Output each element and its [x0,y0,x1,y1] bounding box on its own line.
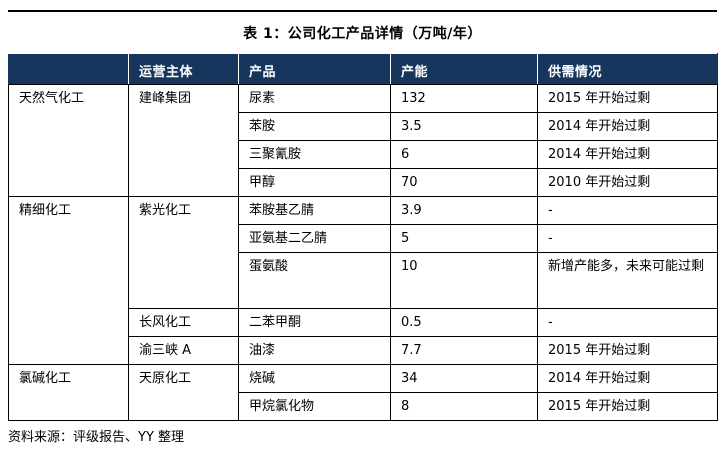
table-title: 表 1：公司化工产品详情（万吨/年） [243,26,482,42]
table-row: 三聚氰胺 6 2014 年开始过剩 [9,140,718,169]
capacity-cell: 0.5 [390,308,538,337]
capacity-cell: 3.9 [390,196,538,225]
supply-cell: 2014 年开始过剩 [537,112,718,141]
operator-cell: 紫光化工 [128,196,239,309]
column-header-operator: 运营主体 [128,53,239,85]
capacity-cell: 8 [390,392,538,421]
supply-cell: 新增产能多，未来可能过剩 [537,252,718,309]
product-cell: 二苯甲酮 [238,308,391,337]
supply-cell: 2014 年开始过剩 [537,140,718,169]
table-row: 亚氨基二乙腈 5- [9,224,718,253]
product-cell: 甲烷氯化物 [238,392,391,421]
products-table: 运营主体 产品 产能 供需情况 天然气化工 建峰集团 尿素 132 2015 年开始过剩 苯胺 3… [8,53,718,421]
column-header-product: 产品 [238,53,391,85]
top-divider [8,10,717,12]
capacity-cell: 7.7 [390,336,538,365]
header-row: 运营主体 产品 产能 供需情况 [8,53,718,85]
supply-cell: - [537,308,718,337]
capacity-cell: 10 [390,252,538,309]
product-cell: 烧碱 [238,364,391,393]
capacity-cell: 70 [390,168,538,197]
table-row: 氯碱化工 天原化工 烧碱 34 2014 年开始过剩 [8,364,718,421]
product-cell: 甲醇 [238,168,391,197]
column-header-category [8,53,129,85]
category-cell: 天然气化工 [8,84,129,197]
category-cell: 氯碱化工 [8,364,129,421]
operator-cell: 长风化工 [128,308,239,337]
table-row: 渝三峡 A 油漆 7.7 2015 年开始过剩 [9,336,718,365]
category-cell: 精细化工 [8,196,129,365]
operator-cell: 渝三峡 A [128,336,239,365]
table-row: 苯胺 3.5 2014 年开始过剩 [9,112,718,141]
product-cell: 三聚氰胺 [238,140,391,169]
column-header-supply: 供需情况 [537,53,718,85]
supply-cell: 2014 年开始过剩 [537,364,718,393]
product-cell: 亚氨基二乙腈 [238,224,391,253]
supply-cell: - [537,196,718,225]
supply-cell: 2015 年开始过剩 [537,392,718,421]
source-note: 资料来源：评级报告、YY 整理 [8,430,185,445]
supply-cell: - [537,224,718,253]
operator-cell: 建峰集团 [128,84,239,197]
capacity-cell: 3.5 [390,112,538,141]
capacity-cell: 6 [390,140,538,169]
table-row: 甲醇 70 2010 年开始过剩 [9,168,718,197]
capacity-cell: 34 [390,364,538,393]
supply-cell: 2015 年开始过剩 [537,84,718,113]
operator-cell: 天原化工 [128,364,239,421]
supply-cell: 2015 年开始过剩 [537,336,718,365]
product-cell: 苯胺 [238,112,391,141]
product-cell: 蛋氨酸 [238,252,391,309]
product-cell: 苯胺基乙腈 [238,196,391,225]
table-row: 天然气化工 建峰集团 尿素 132 2015 年开始过剩 [8,84,718,197]
document-page: 表 1：公司化工产品详情（万吨/年） 运营主体 产品 产能 供需情况 天然气化工 建峰集… [0,10,725,450]
table-header: 运营主体 产品 产能 供需情况 [8,53,718,85]
supply-cell: 2010 年开始过剩 [537,168,718,197]
table-row: 长风化工 二苯甲酮 0.5- [9,308,718,337]
table-row: 精细化工 紫光化工 苯胺基乙腈 3.9- [8,196,718,365]
capacity-cell: 5 [390,224,538,253]
column-header-capacity: 产能 [390,53,538,85]
table-body: 天然气化工 建峰集团 尿素 132 2015 年开始过剩 苯胺 3.5 2014 年开始过剩三… [8,84,718,421]
capacity-cell: 132 [390,84,538,113]
product-cell: 油漆 [238,336,391,365]
product-cell: 尿素 [238,84,391,113]
table-row: 蛋氨酸 10 新增产能多，未来可能过剩 [9,252,718,309]
table-row: 甲烷氯化物 8 2015 年开始过剩 [9,392,718,421]
